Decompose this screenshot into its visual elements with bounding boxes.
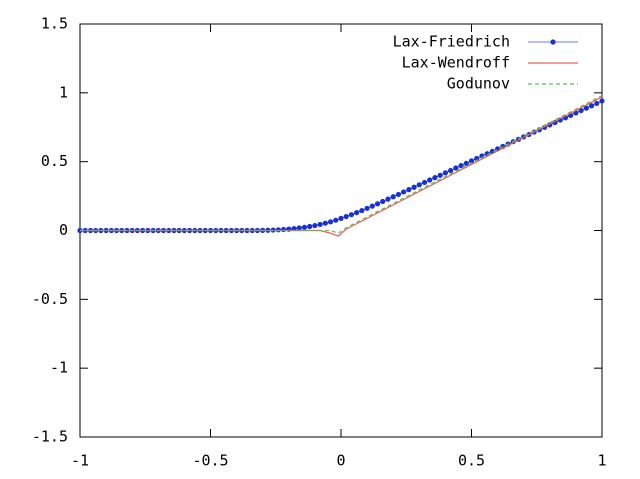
data-point (354, 210, 360, 216)
data-point (427, 177, 433, 183)
data-point (343, 213, 349, 220)
y-tick-label: -1 (50, 359, 68, 377)
data-point (374, 201, 381, 207)
data-point (307, 223, 313, 230)
x-tick-label: 0 (336, 452, 345, 470)
data-point (421, 179, 428, 186)
data-point (432, 175, 438, 181)
legend-label: Godunov (447, 75, 510, 93)
series-line (80, 95, 603, 234)
data-point (380, 198, 386, 205)
legend-marker (550, 39, 556, 45)
data-point (437, 172, 443, 178)
y-tick-label: -1.5 (32, 428, 68, 446)
data-point (458, 163, 464, 169)
data-point (599, 98, 605, 104)
x-tick-label: -1 (71, 452, 89, 470)
x-tick-label: -0.5 (192, 452, 228, 470)
data-point (291, 225, 297, 232)
data-point (390, 194, 396, 200)
data-point (468, 158, 475, 164)
data-point (406, 187, 412, 193)
series-line (80, 96, 603, 237)
data-point (296, 225, 302, 231)
data-point (583, 105, 589, 111)
data-point (301, 224, 308, 230)
data-point (401, 189, 407, 195)
data-point (442, 170, 448, 176)
data-point (364, 205, 370, 211)
y-tick-label: 0 (59, 221, 68, 239)
data-point (359, 207, 365, 214)
data-point (327, 219, 334, 225)
data-point (275, 227, 281, 233)
y-tick-label: 0.5 (41, 152, 68, 170)
y-tick-label: 1 (59, 83, 68, 101)
data-point (416, 182, 422, 188)
y-tick-label: -0.5 (32, 290, 68, 308)
data-point (317, 221, 323, 228)
data-point (280, 226, 287, 233)
data-point (588, 103, 595, 109)
data-point (594, 100, 600, 107)
data-point (338, 215, 344, 221)
data-point (395, 191, 402, 198)
data-point (333, 217, 339, 223)
data-point (448, 167, 454, 174)
data-point (348, 212, 355, 218)
legend-label: Lax-Wendroff (402, 54, 510, 72)
x-tick-label: 1 (597, 452, 606, 470)
data-point (463, 160, 469, 166)
data-point (369, 203, 375, 209)
data-point (578, 107, 584, 114)
y-tick-label: 1.5 (41, 15, 68, 33)
legend-label: Lax-Friedrich (393, 33, 510, 51)
data-point (411, 184, 417, 190)
data-point (322, 220, 328, 226)
data-point (453, 165, 459, 171)
series-line (80, 100, 603, 231)
data-point (385, 196, 391, 202)
x-tick-label: 0.5 (458, 452, 485, 470)
data-point (312, 222, 318, 229)
